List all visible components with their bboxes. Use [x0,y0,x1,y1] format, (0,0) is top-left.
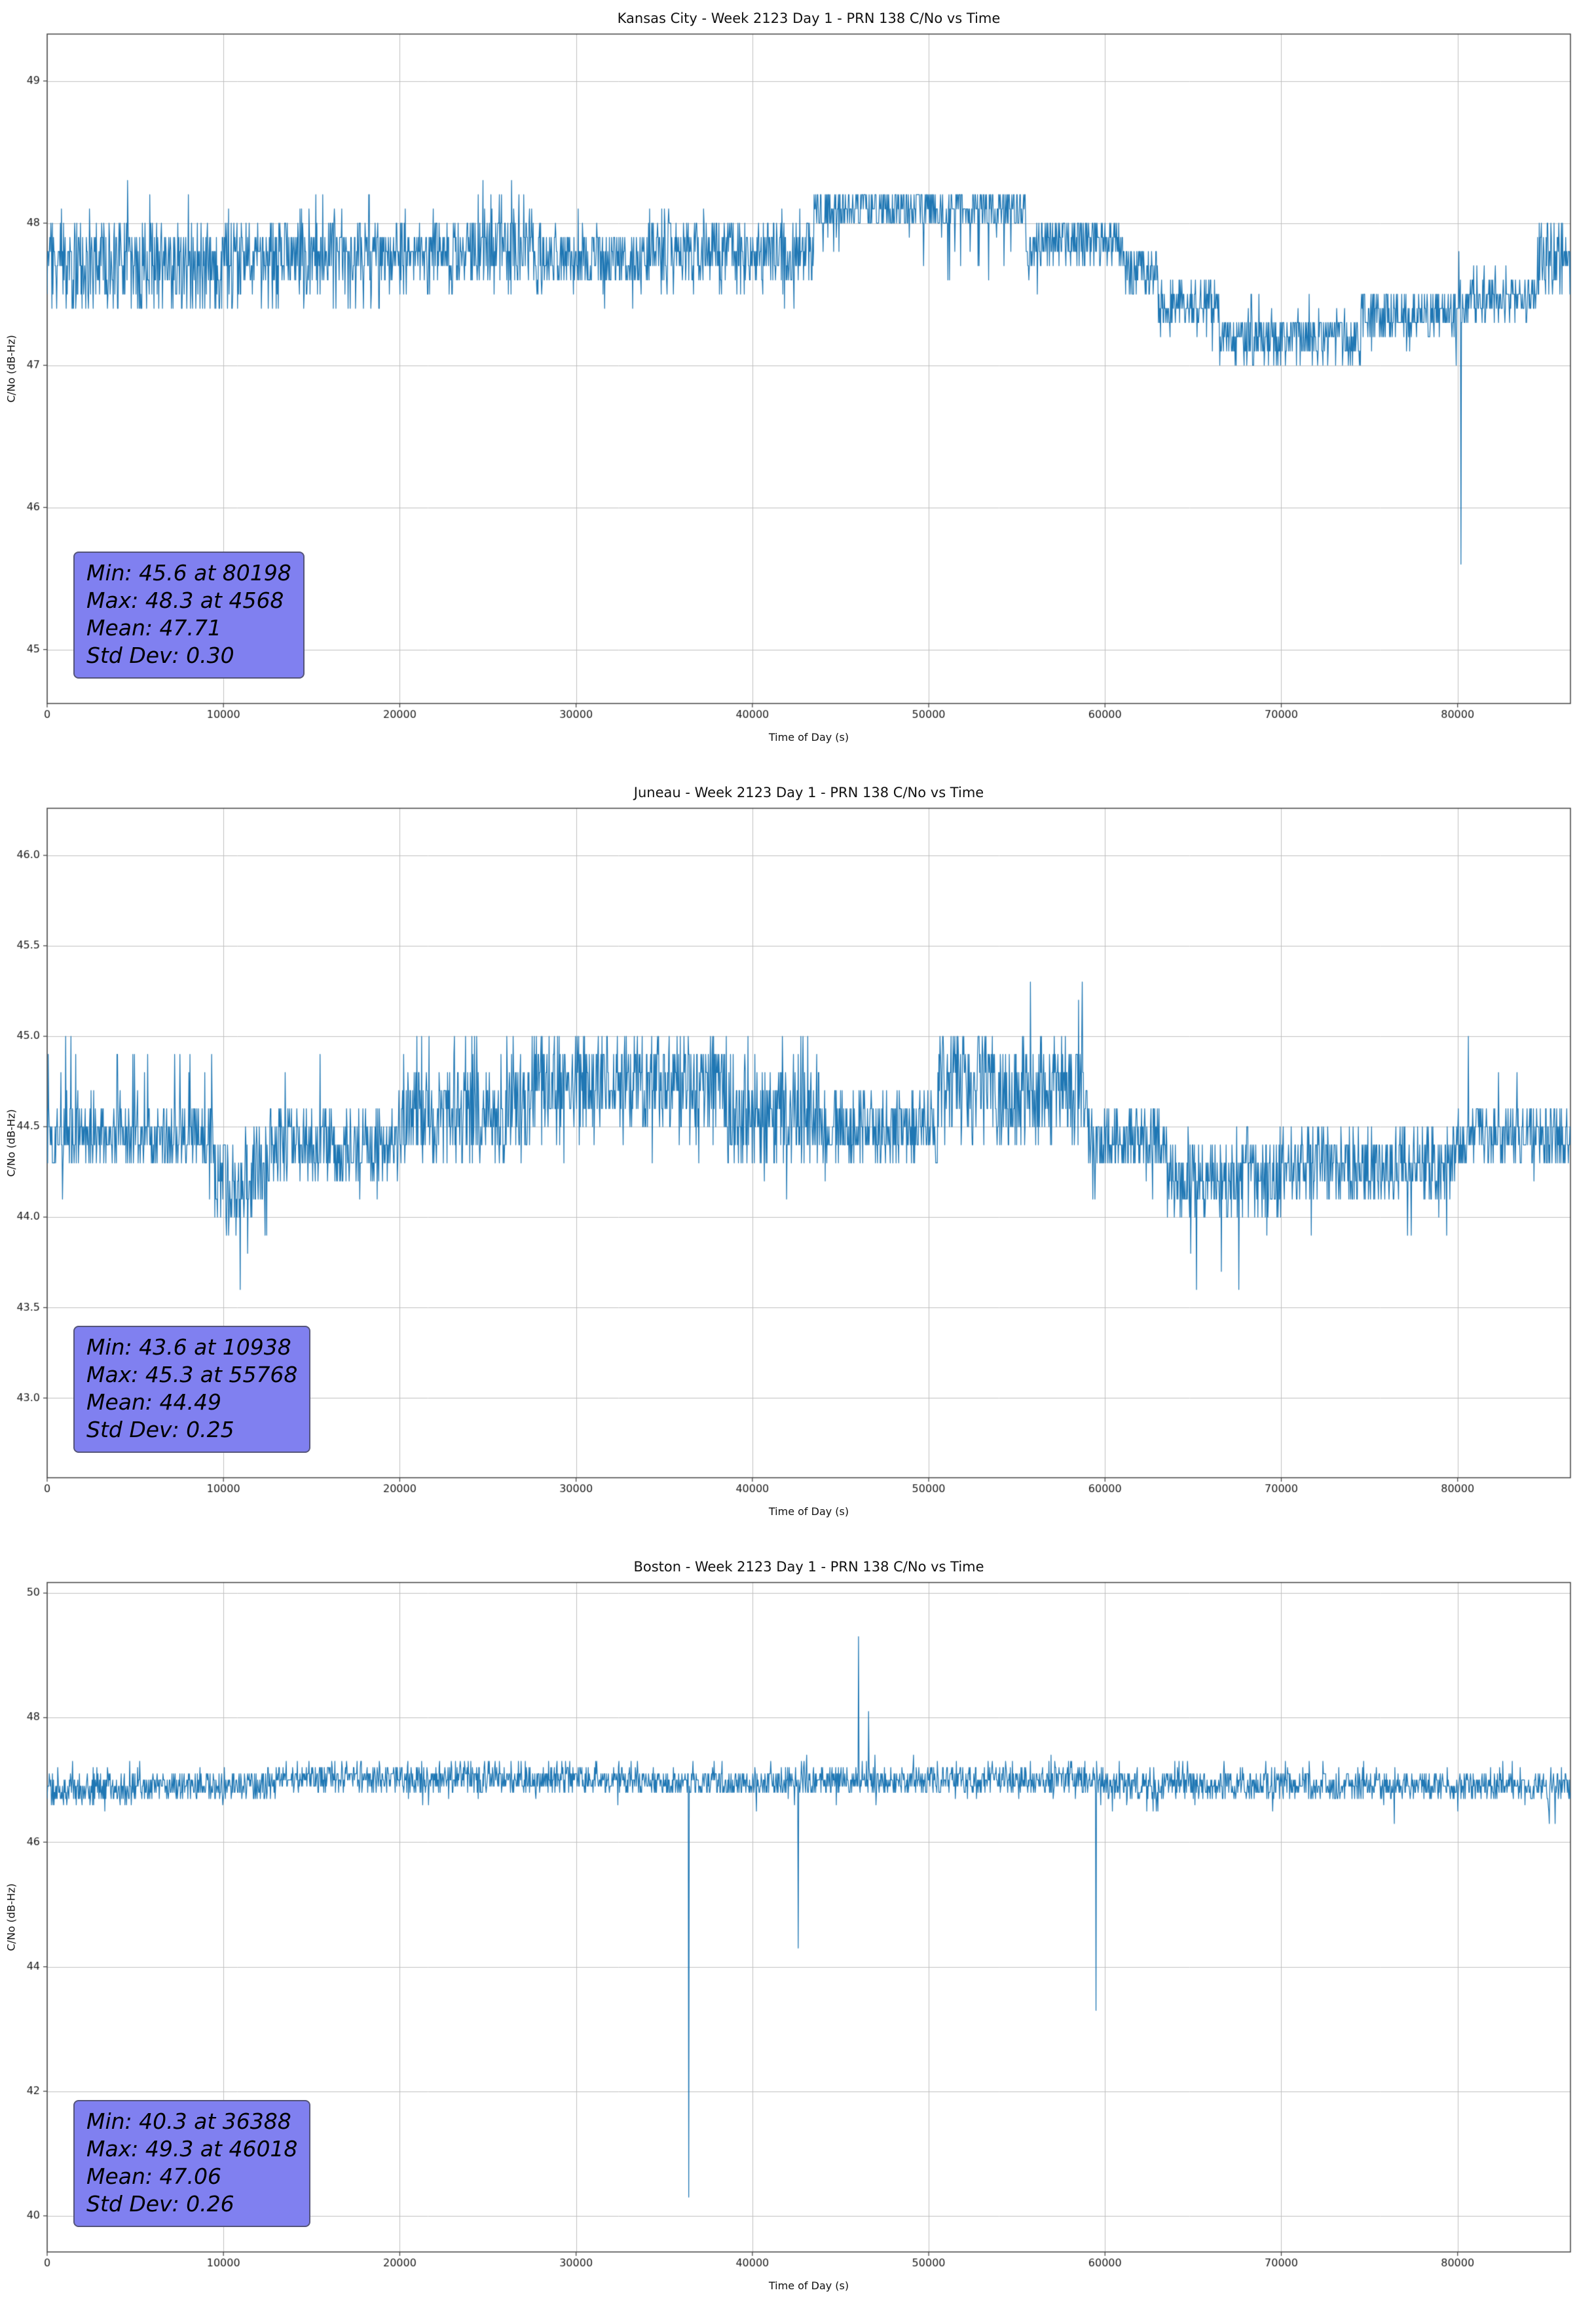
chart-title-kansas-city: Kansas City - Week 2123 Day 1 - PRN 138 … [617,10,1001,26]
stats-line-max: Max: 48.3 at 4568 [86,588,284,614]
stats-box: Min: 40.3 at 36388 Max: 49.3 at 46018 Me… [73,2100,311,2227]
x-axis-label: Time of Day (s) [768,1505,849,1518]
y-axis-label: C/No (dB-Hz) [5,1109,18,1177]
stats-box: Min: 43.6 at 10938 Max: 45.3 at 55768 Me… [73,1326,311,1453]
stats-line-max: Max: 49.3 at 46018 [86,2136,298,2162]
stats-line-mean: Mean: 47.71 [86,615,221,641]
x-axis-label: Time of Day (s) [768,2279,849,2292]
stats-line-stddev: Std Dev: 0.25 [86,1417,234,1443]
chart-title-boston: Boston - Week 2123 Day 1 - PRN 138 C/No … [633,1559,984,1575]
y-axis-label: C/No (dB-Hz) [5,335,18,403]
x-axis-label: Time of Day (s) [768,731,849,743]
stats-line-stddev: Std Dev: 0.30 [86,643,234,669]
stats-line-mean: Mean: 47.06 [86,2164,221,2190]
figure-juneau: Juneau - Week 2123 Day 1 - PRN 138 C/No … [0,774,1577,1548]
stats-line-min: Min: 40.3 at 36388 [86,2108,291,2135]
stats-line-min: Min: 45.6 at 80198 [86,560,291,586]
stats-line-mean: Mean: 44.49 [86,1389,221,1415]
stats-box: Min: 45.6 at 80198 Max: 48.3 at 4568 Mea… [73,552,305,679]
stats-line-max: Max: 45.3 at 55768 [86,1362,298,1388]
figure-kansas-city: Kansas City - Week 2123 Day 1 - PRN 138 … [0,0,1577,774]
stats-line-stddev: Std Dev: 0.26 [86,2191,234,2217]
y-axis-label: C/No (dB-Hz) [5,1883,18,1951]
chart-title-juneau: Juneau - Week 2123 Day 1 - PRN 138 C/No … [633,785,984,800]
figure-boston: Boston - Week 2123 Day 1 - PRN 138 C/No … [0,1548,1577,2323]
stats-line-min: Min: 43.6 at 10938 [86,1334,291,1360]
